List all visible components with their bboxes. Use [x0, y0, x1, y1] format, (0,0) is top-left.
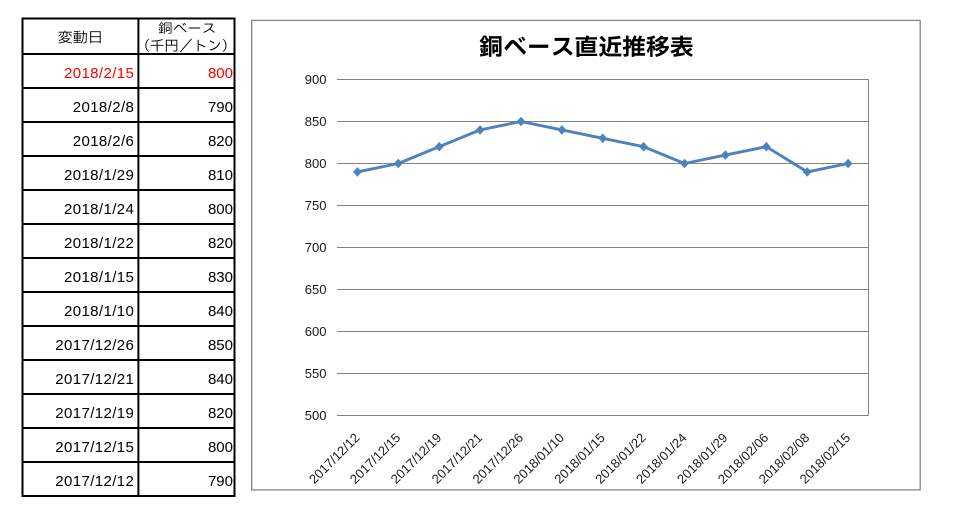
svg-text:500: 500: [305, 408, 327, 423]
svg-text:800: 800: [208, 65, 233, 82]
svg-text:2017/12/21: 2017/12/21: [55, 371, 134, 388]
svg-text:800: 800: [305, 156, 327, 171]
svg-text:830: 830: [208, 269, 233, 286]
svg-text:2018/2/6: 2018/2/6: [73, 133, 135, 150]
svg-text:600: 600: [305, 324, 327, 339]
svg-text:2017/12/12: 2017/12/12: [55, 473, 134, 490]
svg-text:850: 850: [305, 114, 327, 129]
svg-text:2018/1/15: 2018/1/15: [64, 269, 134, 286]
svg-text:2018/1/10: 2018/1/10: [64, 303, 134, 320]
svg-text:820: 820: [208, 405, 233, 422]
svg-text:2017/12/15: 2017/12/15: [55, 439, 134, 456]
svg-text:2017/12/26: 2017/12/26: [55, 337, 134, 354]
svg-text:2018/1/24: 2018/1/24: [64, 201, 134, 218]
svg-text:850: 850: [208, 337, 233, 354]
svg-text:700: 700: [305, 240, 327, 255]
svg-text:790: 790: [208, 99, 233, 116]
svg-text:2018/2/15: 2018/2/15: [64, 65, 134, 82]
svg-text:2017/12/19: 2017/12/19: [55, 405, 134, 422]
svg-text:800: 800: [208, 439, 233, 456]
svg-text:2018/1/22: 2018/1/22: [64, 235, 134, 252]
svg-text:2018/1/29: 2018/1/29: [64, 167, 134, 184]
svg-text:820: 820: [208, 235, 233, 252]
svg-text:2018/2/8: 2018/2/8: [73, 99, 135, 116]
svg-text:750: 750: [305, 198, 327, 213]
svg-text:800: 800: [208, 201, 233, 218]
svg-text:840: 840: [208, 371, 233, 388]
svg-text:900: 900: [305, 72, 327, 87]
svg-text:840: 840: [208, 303, 233, 320]
svg-text:650: 650: [305, 282, 327, 297]
svg-text:810: 810: [208, 167, 233, 184]
svg-text:550: 550: [305, 366, 327, 381]
svg-text:820: 820: [208, 133, 233, 150]
svg-text:790: 790: [208, 473, 233, 490]
